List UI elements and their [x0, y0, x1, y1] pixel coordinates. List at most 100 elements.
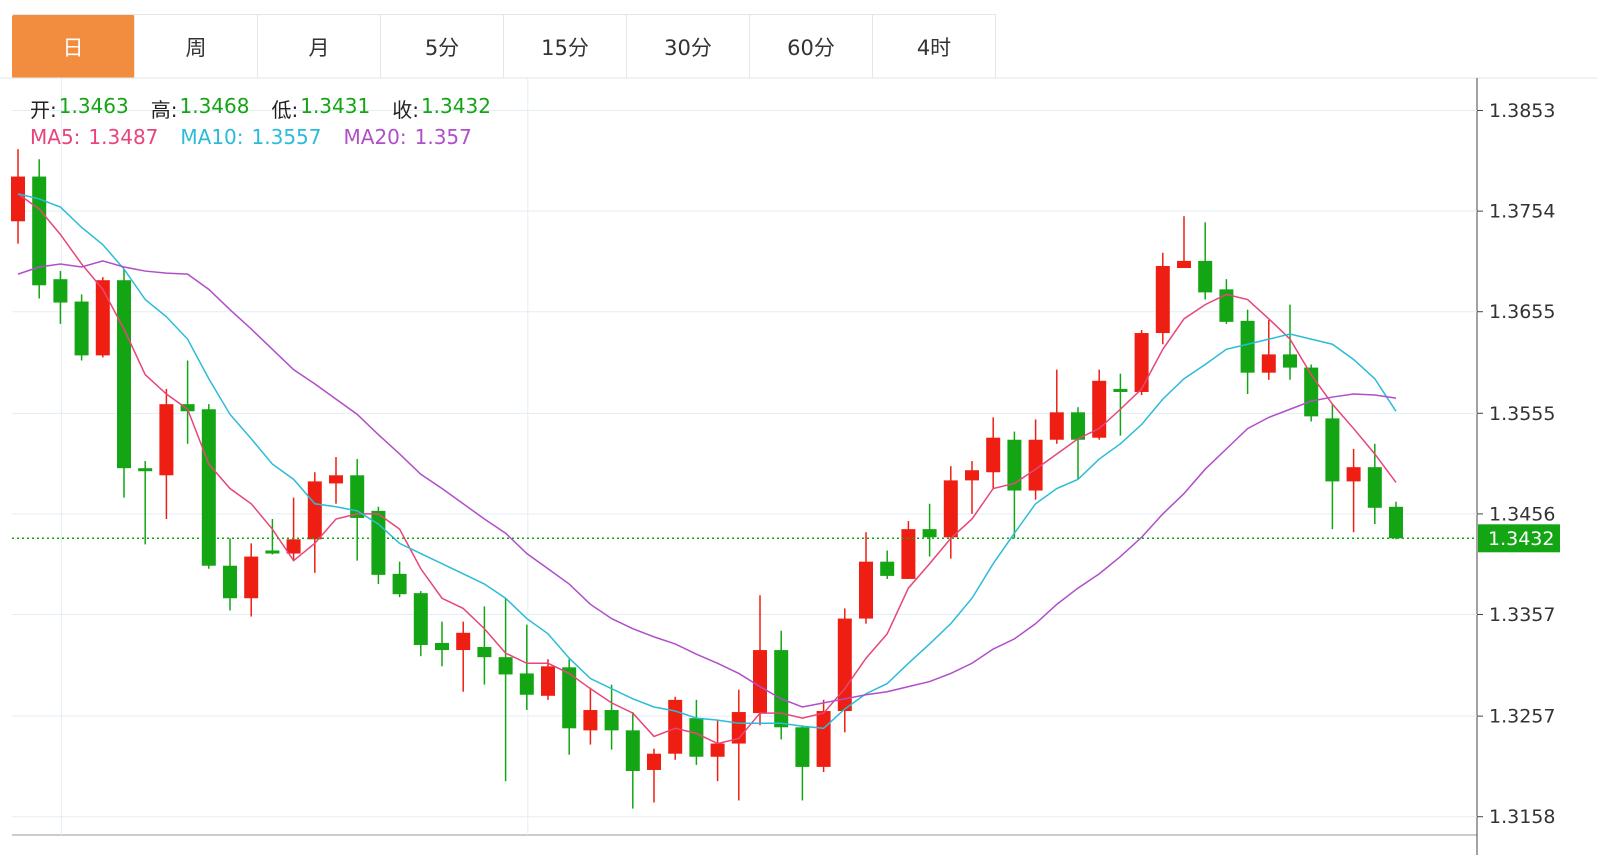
candle-body [816, 711, 831, 767]
period-tab[interactable]: 15分 [504, 15, 627, 78]
candle-body [53, 279, 68, 303]
candle-body [1134, 333, 1149, 392]
candle-body [1028, 439, 1043, 491]
candle-body [1346, 467, 1361, 482]
info-label: 高: [150, 98, 178, 122]
candle-body [1113, 388, 1128, 392]
period-tab[interactable]: 周 [135, 15, 258, 78]
legend-value: 1.3487 [88, 125, 159, 149]
candle-body [159, 404, 174, 476]
candle-body [647, 753, 661, 770]
info-label: 收: [392, 98, 419, 122]
candle-body [965, 470, 979, 481]
candle-body [329, 475, 343, 484]
candle-body [710, 743, 725, 757]
candle-body [95, 280, 110, 356]
ma-line [17, 193, 1397, 730]
candle-body [731, 712, 746, 744]
legend-name: MA10: [180, 125, 244, 149]
ma-line [17, 260, 1397, 708]
candle-body [541, 666, 555, 696]
y-tick-label: 1.3357 [1489, 604, 1555, 626]
candle-body [435, 642, 449, 651]
candle-body [1071, 412, 1085, 440]
info-value: 1.3463 [58, 94, 129, 118]
period-tab[interactable]: 4时 [873, 15, 996, 78]
ohlc-info: 开: 1.3463 高: 1.3468 低: 1.3431 收: 1.3432 [30, 94, 491, 123]
info-value: 1.3432 [420, 94, 491, 118]
candle-body [562, 667, 577, 729]
candle-body [1092, 380, 1107, 438]
candle-body [74, 301, 89, 356]
ma-line [17, 193, 1397, 745]
candle-body [244, 556, 259, 599]
candle-body [1007, 439, 1022, 491]
info-item: 高: 1.3468 [151, 94, 250, 123]
info-label: 低: [271, 98, 299, 122]
info-value: 1.3468 [179, 94, 250, 118]
candle-body [668, 699, 683, 754]
y-tick-label: 1.3555 [1489, 403, 1555, 425]
candle-body [286, 539, 301, 554]
candle-body [583, 710, 598, 731]
candle-body [943, 480, 958, 538]
candle-body [1155, 265, 1170, 334]
candle-body [901, 529, 916, 579]
candle-body [625, 730, 640, 771]
period-tab[interactable]: 月 [258, 15, 381, 78]
candle-body [1177, 260, 1191, 269]
candle-body [1049, 412, 1064, 440]
legend-name: MA20: [343, 125, 407, 149]
candle-body [519, 673, 534, 695]
candle-body [350, 475, 365, 518]
candle-body [604, 710, 619, 731]
legend-value: 1.357 [414, 125, 472, 149]
legend-name: MA5: [30, 125, 81, 149]
candle-body [413, 593, 428, 645]
candle-body [1261, 354, 1276, 373]
candle-body [1219, 289, 1234, 322]
info-value: 1.3431 [300, 94, 371, 118]
y-tick-label: 1.3853 [1489, 100, 1555, 122]
last-price-label: 1.3432 [1488, 528, 1554, 550]
candle-body [837, 618, 852, 712]
y-tick-label: 1.3655 [1489, 301, 1555, 323]
legend-item: MA5: 1.3487 [30, 125, 158, 149]
candle-body [477, 647, 492, 658]
info-label: 开: [30, 98, 57, 122]
period-tab[interactable]: 60分 [750, 15, 873, 78]
candle-body [1389, 506, 1403, 539]
candle-body [32, 176, 47, 286]
period-tab[interactable]: 日 [12, 15, 135, 78]
candle-body [753, 650, 767, 714]
period-tab[interactable]: 30分 [627, 15, 750, 78]
ma-legend: MA5: 1.3487 MA10: 1.3557 MA20: 1.357 [30, 125, 472, 149]
info-item: 收: 1.3432 [392, 94, 491, 123]
candle-body [180, 404, 195, 412]
candle-body [138, 468, 153, 472]
candle-body [201, 409, 216, 566]
period-tab[interactable]: 5分 [381, 15, 504, 78]
candle-body [689, 718, 704, 757]
candle-body [922, 529, 937, 538]
last-price-box [1478, 524, 1560, 553]
candle-body [1240, 320, 1255, 373]
candle-body [1283, 354, 1297, 368]
legend-value: 1.3557 [251, 125, 322, 149]
candle-body [392, 573, 407, 595]
legend-item: MA10: 1.3557 [180, 125, 321, 149]
candle-body [498, 657, 513, 675]
y-tick-label: 1.3754 [1489, 201, 1555, 223]
candle-body [265, 550, 280, 554]
candle-body [307, 481, 322, 540]
candle-body [986, 437, 1001, 473]
candle-body [1325, 418, 1340, 482]
y-tick-label: 1.3158 [1489, 806, 1555, 828]
y-tick-label: 1.3456 [1489, 503, 1555, 525]
candle-body [795, 727, 810, 767]
info-item: 低: 1.3431 [271, 94, 370, 123]
info-item: 开: 1.3463 [30, 94, 129, 123]
candle-body [456, 632, 471, 651]
